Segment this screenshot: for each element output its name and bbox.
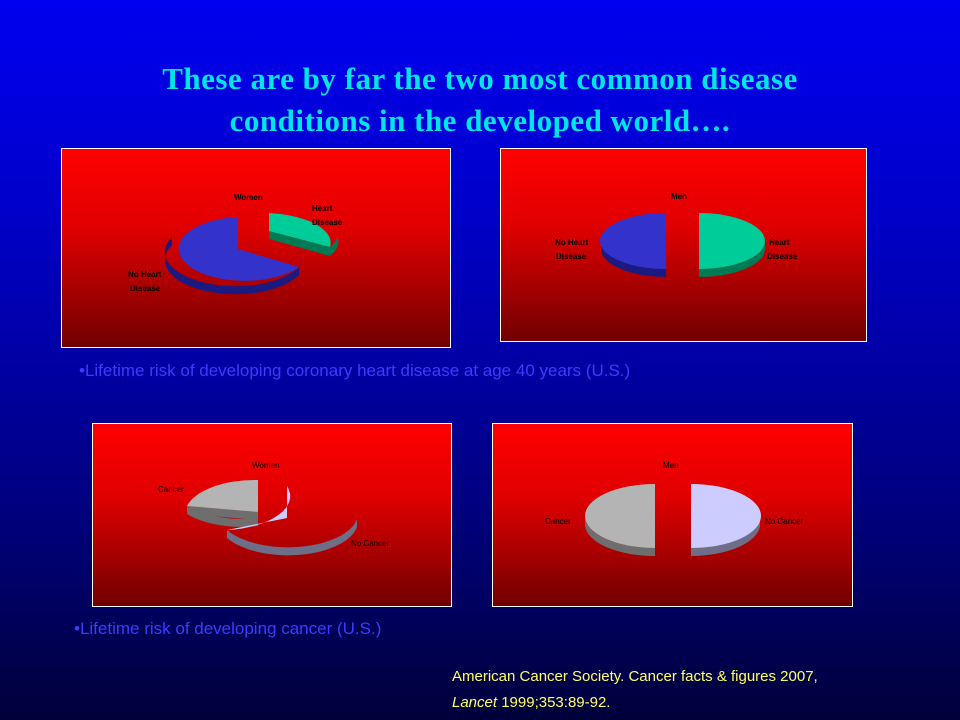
- cancer-slice: [585, 484, 655, 548]
- no-cancer-slice: [691, 484, 761, 548]
- reference: American Cancer Society. Cancer facts & …: [452, 664, 818, 716]
- reference-line-2: Lancet 1999;353:89-92.: [452, 690, 818, 716]
- label-heart: Heart: [769, 238, 790, 247]
- slide-title: These are by far the two most common dis…: [40, 58, 920, 142]
- chart-title: Women: [234, 193, 263, 202]
- no-cancer-slice-depth: [227, 519, 357, 556]
- label-cancer: Cancer: [545, 517, 571, 526]
- label-disease-2: Disease: [556, 252, 587, 261]
- men-cancer-pie: Men Cancer No Cancer: [545, 461, 804, 557]
- women-heart-disease-pie: Women Heart Disease No Heart Disease: [128, 193, 343, 295]
- chart-title: Men: [671, 192, 687, 201]
- heart-disease-slice-depth: [699, 241, 765, 277]
- women-cancer-chart: Women Cancer No Cancer: [92, 423, 452, 607]
- label-cancer: Cancer: [158, 485, 184, 494]
- reference-journal: Lancet: [452, 694, 498, 711]
- label-no-cancer: No Cancer: [351, 539, 390, 548]
- men-cancer-chart: Men Cancer No Cancer: [492, 423, 853, 607]
- no-heart-disease-slice-depth: [601, 241, 666, 277]
- no-cancer-slice: [227, 486, 291, 530]
- heart-disease-caption: •Lifetime risk of developing coronary he…: [79, 361, 631, 380]
- label-disease-2: Disease: [130, 284, 161, 293]
- label-disease: Disease: [767, 252, 798, 261]
- label-no-heart: No Heart: [555, 238, 589, 247]
- cancer-slice-depth: [585, 518, 655, 557]
- chart-title: Men: [663, 461, 679, 470]
- label-no-heart: No Heart: [128, 270, 162, 279]
- no-heart-disease-slice: [600, 213, 666, 269]
- heart-disease-slice-depth: [269, 231, 339, 256]
- cancer-slice: [187, 479, 258, 512]
- pie-body: [164, 213, 339, 295]
- heart-disease-slice: [269, 213, 331, 247]
- men-heart-disease-chart: Men Heart Disease No Heart Disease: [500, 148, 867, 342]
- cancer-caption: •Lifetime risk of developing cancer (U.S…: [74, 619, 382, 638]
- slide-title-line-2: conditions in the developed world….: [229, 103, 731, 138]
- chart-title: Women: [252, 461, 279, 470]
- label-disease: Disease: [312, 218, 343, 227]
- cancer-slice-depth-2: [187, 506, 258, 527]
- reference-line-1: American Cancer Society. Cancer facts & …: [452, 668, 818, 685]
- heart-disease-slice: [699, 213, 765, 269]
- reference-citation: 1999;353:89-92.: [497, 694, 611, 711]
- women-heart-disease-chart: Women Heart Disease No Heart Disease: [61, 148, 451, 348]
- label-heart: Heart: [312, 204, 333, 213]
- cancer-slice-depth: [187, 506, 258, 520]
- no-cancer-slice-depth: [691, 518, 760, 556]
- no-heart-disease-slice: [178, 217, 299, 281]
- slide-title-line-1: These are by far the two most common dis…: [162, 61, 798, 96]
- men-heart-disease-pie: Men Heart Disease No Heart Disease: [555, 192, 798, 277]
- label-no-cancer: No Cancer: [765, 517, 804, 526]
- women-cancer-pie: Women Cancer No Cancer: [158, 461, 390, 556]
